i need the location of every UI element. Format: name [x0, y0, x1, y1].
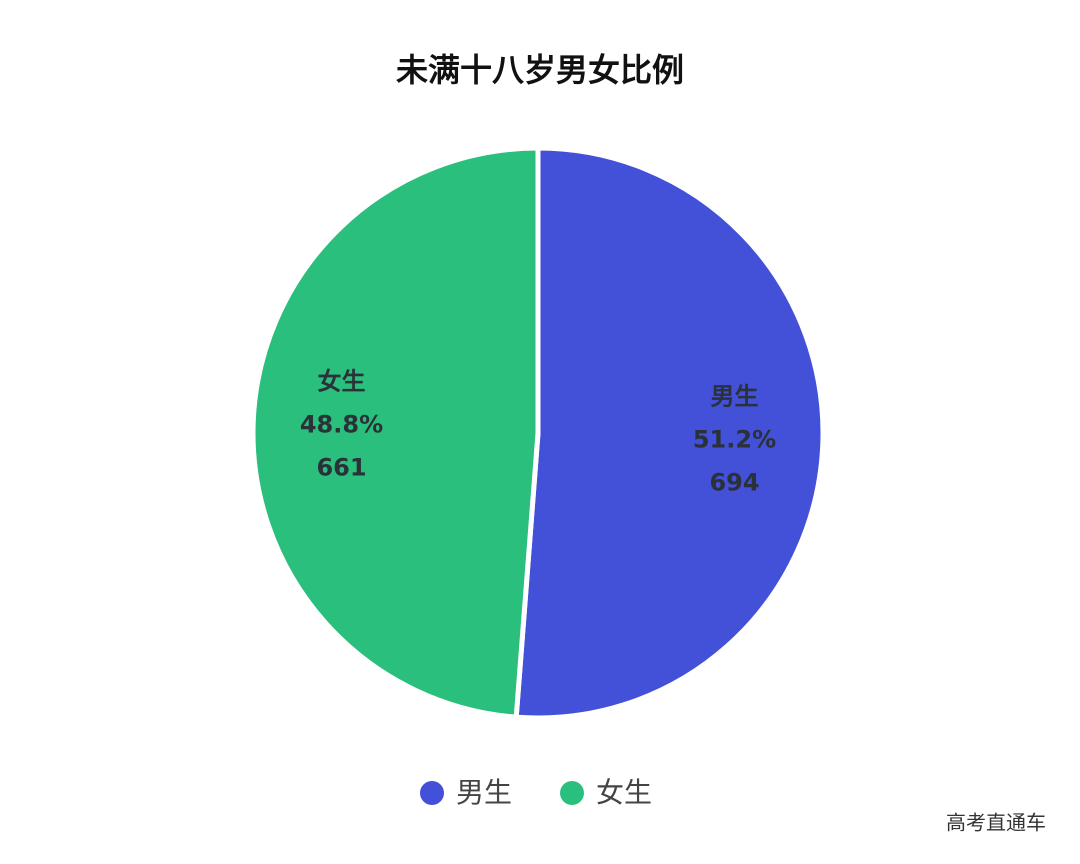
watermark: 高考直通车	[946, 811, 1046, 835]
slice-name: 男生	[711, 383, 759, 411]
pie-slice	[250, 145, 541, 720]
legend-marker	[420, 781, 444, 805]
pie-slice	[513, 145, 826, 721]
slice-percent: 51.2%	[693, 426, 776, 454]
chart-title: 未满十八岁男女比例	[396, 51, 684, 89]
slice-percent: 48.8%	[300, 410, 383, 438]
slice-value: 661	[316, 453, 366, 481]
legend-label: 男生	[456, 776, 512, 809]
slice-value: 694	[709, 469, 759, 497]
legend-marker	[560, 781, 584, 805]
slice-name: 女生	[317, 367, 365, 395]
legend-label: 女生	[596, 776, 652, 809]
